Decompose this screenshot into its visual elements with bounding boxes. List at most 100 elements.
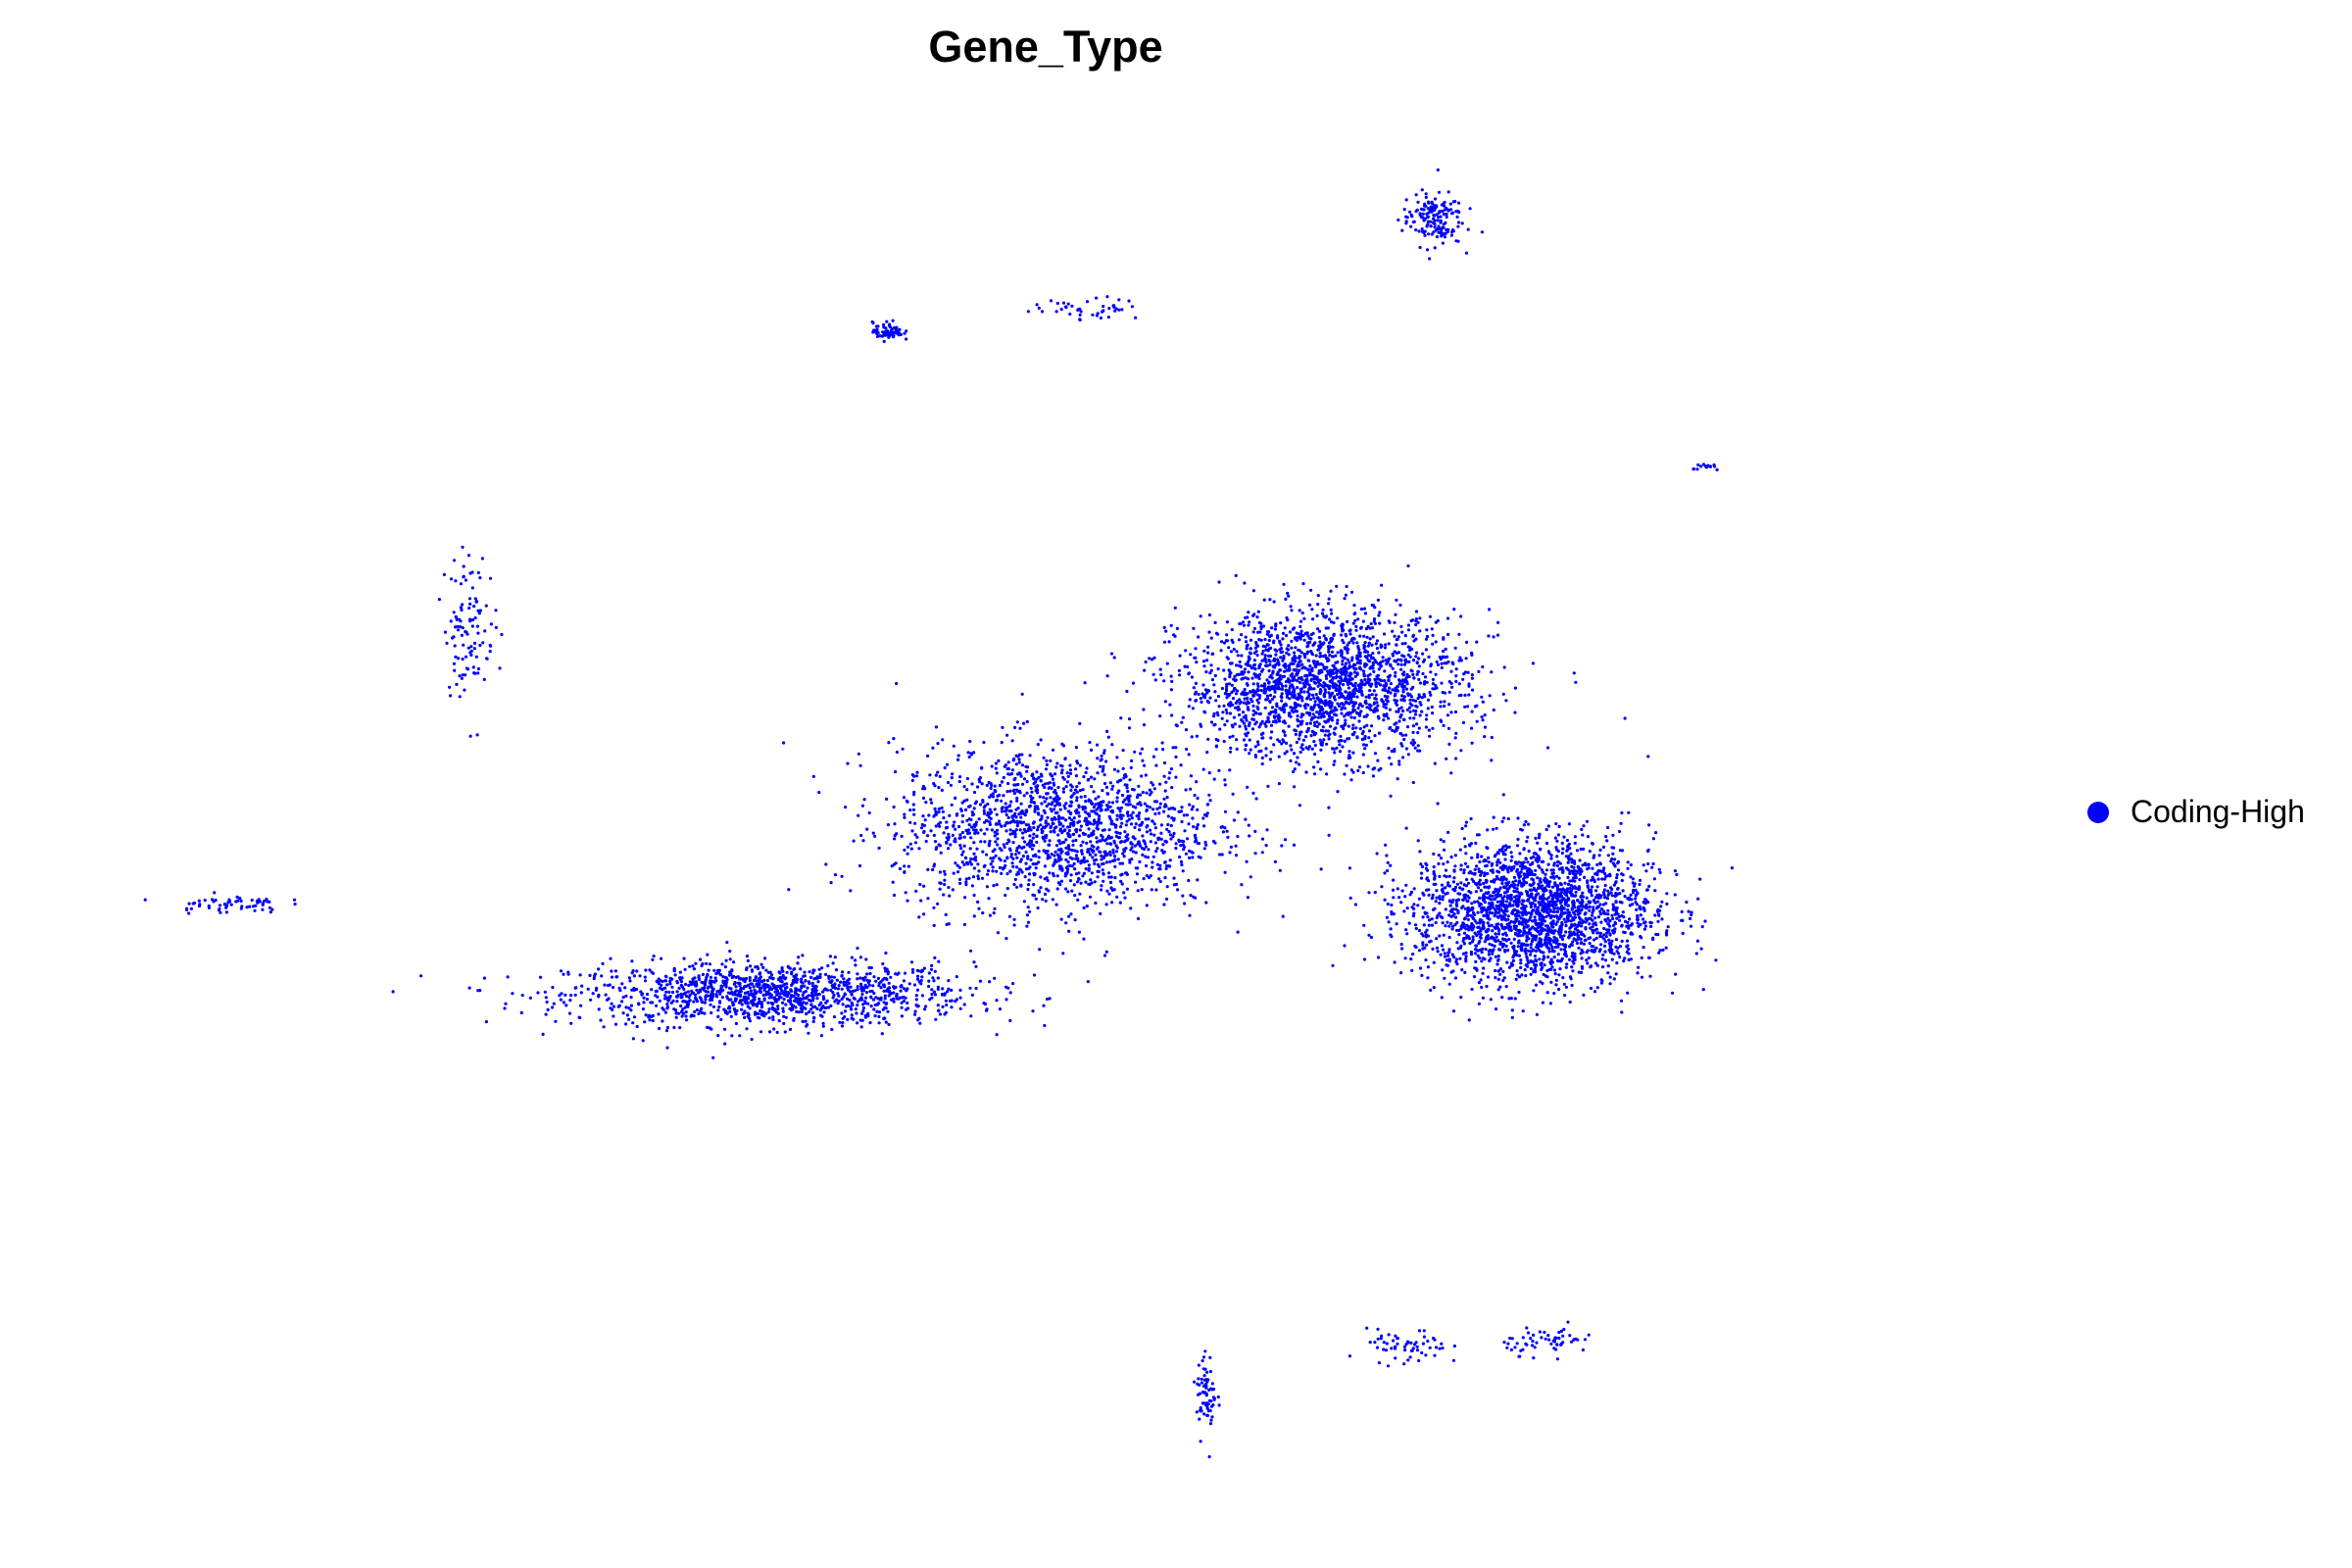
data-point — [1396, 689, 1400, 693]
data-point — [1383, 669, 1387, 673]
data-point — [1107, 892, 1111, 896]
data-point — [1319, 654, 1323, 659]
data-point — [744, 984, 748, 988]
data-point — [1035, 770, 1039, 774]
data-point — [1048, 781, 1052, 785]
data-point — [1325, 742, 1329, 746]
data-point — [1395, 598, 1398, 602]
data-point — [1082, 871, 1086, 875]
data-point — [1431, 633, 1435, 637]
data-point — [1330, 612, 1334, 615]
data-point — [1131, 787, 1135, 792]
data-point — [711, 995, 715, 999]
data-point — [1151, 860, 1154, 864]
data-point — [1309, 708, 1313, 711]
data-point — [761, 965, 765, 970]
data-point — [1433, 761, 1437, 765]
data-point — [1283, 626, 1287, 630]
data-point — [845, 980, 849, 984]
data-point — [1329, 640, 1333, 644]
data-point — [1118, 901, 1122, 905]
data-point — [910, 773, 915, 777]
data-point — [883, 1005, 887, 1009]
data-point — [1436, 662, 1441, 667]
data-point — [967, 805, 971, 808]
data-point — [959, 847, 963, 851]
data-point — [1404, 687, 1409, 691]
data-point — [944, 826, 949, 830]
data-point — [1067, 816, 1071, 820]
data-point — [1120, 793, 1125, 798]
data-point — [610, 1002, 613, 1005]
data-point — [1270, 706, 1275, 710]
data-point — [1104, 950, 1108, 954]
data-point — [1212, 714, 1216, 718]
data-point — [1368, 678, 1372, 682]
data-point — [1238, 660, 1242, 664]
data-point — [1207, 771, 1211, 775]
data-point — [953, 820, 956, 824]
data-point — [819, 1034, 824, 1038]
data-point — [1169, 807, 1173, 810]
data-point — [899, 985, 903, 989]
data-point — [1202, 664, 1206, 668]
data-point — [1173, 808, 1177, 811]
data-point — [956, 863, 959, 867]
data-point — [1025, 719, 1029, 724]
data-point — [1374, 680, 1378, 684]
data-point — [670, 985, 674, 989]
data-point — [1325, 710, 1329, 714]
data-point — [1390, 762, 1394, 766]
data-point — [1298, 668, 1301, 672]
data-point — [1134, 851, 1138, 855]
data-point — [1025, 769, 1029, 773]
data-point — [1201, 683, 1205, 687]
data-point — [1090, 848, 1094, 853]
data-point — [1360, 693, 1364, 697]
data-point — [579, 991, 583, 995]
data-point — [1368, 689, 1372, 693]
data-point — [1125, 796, 1129, 800]
data-point — [908, 842, 912, 846]
data-point — [728, 950, 732, 954]
data-point — [957, 779, 961, 784]
data-point — [938, 824, 942, 828]
data-point — [951, 772, 955, 776]
data-point — [1399, 667, 1403, 671]
data-point — [1303, 735, 1308, 739]
data-point — [1000, 780, 1004, 784]
data-point — [836, 1002, 840, 1005]
data-point — [981, 850, 985, 854]
data-point — [1067, 914, 1071, 918]
data-point — [1213, 673, 1217, 678]
data-point — [1292, 710, 1296, 714]
data-point — [680, 985, 685, 989]
data-point — [895, 681, 899, 686]
data-point — [1411, 672, 1415, 677]
data-point — [1097, 817, 1101, 822]
data-point — [1191, 707, 1195, 710]
data-point — [884, 977, 888, 981]
data-point — [1287, 664, 1291, 668]
data-point — [868, 1021, 872, 1025]
data-point — [1112, 855, 1117, 858]
data-point — [1312, 740, 1316, 744]
data-point — [1194, 699, 1199, 703]
data-point — [1184, 852, 1188, 856]
data-point — [1246, 785, 1250, 789]
data-point — [1312, 643, 1316, 647]
data-point — [978, 803, 983, 807]
data-point — [1231, 792, 1235, 796]
data-point — [989, 862, 993, 866]
data-point — [932, 923, 936, 928]
data-point — [1425, 634, 1430, 639]
data-point — [1024, 850, 1028, 855]
data-point — [1178, 809, 1182, 813]
data-point — [1317, 636, 1322, 640]
data-point — [564, 1004, 568, 1007]
data-point — [1234, 844, 1238, 848]
data-point — [937, 1008, 941, 1013]
data-point — [771, 977, 775, 981]
data-point — [1008, 828, 1012, 832]
data-point — [1395, 638, 1398, 642]
